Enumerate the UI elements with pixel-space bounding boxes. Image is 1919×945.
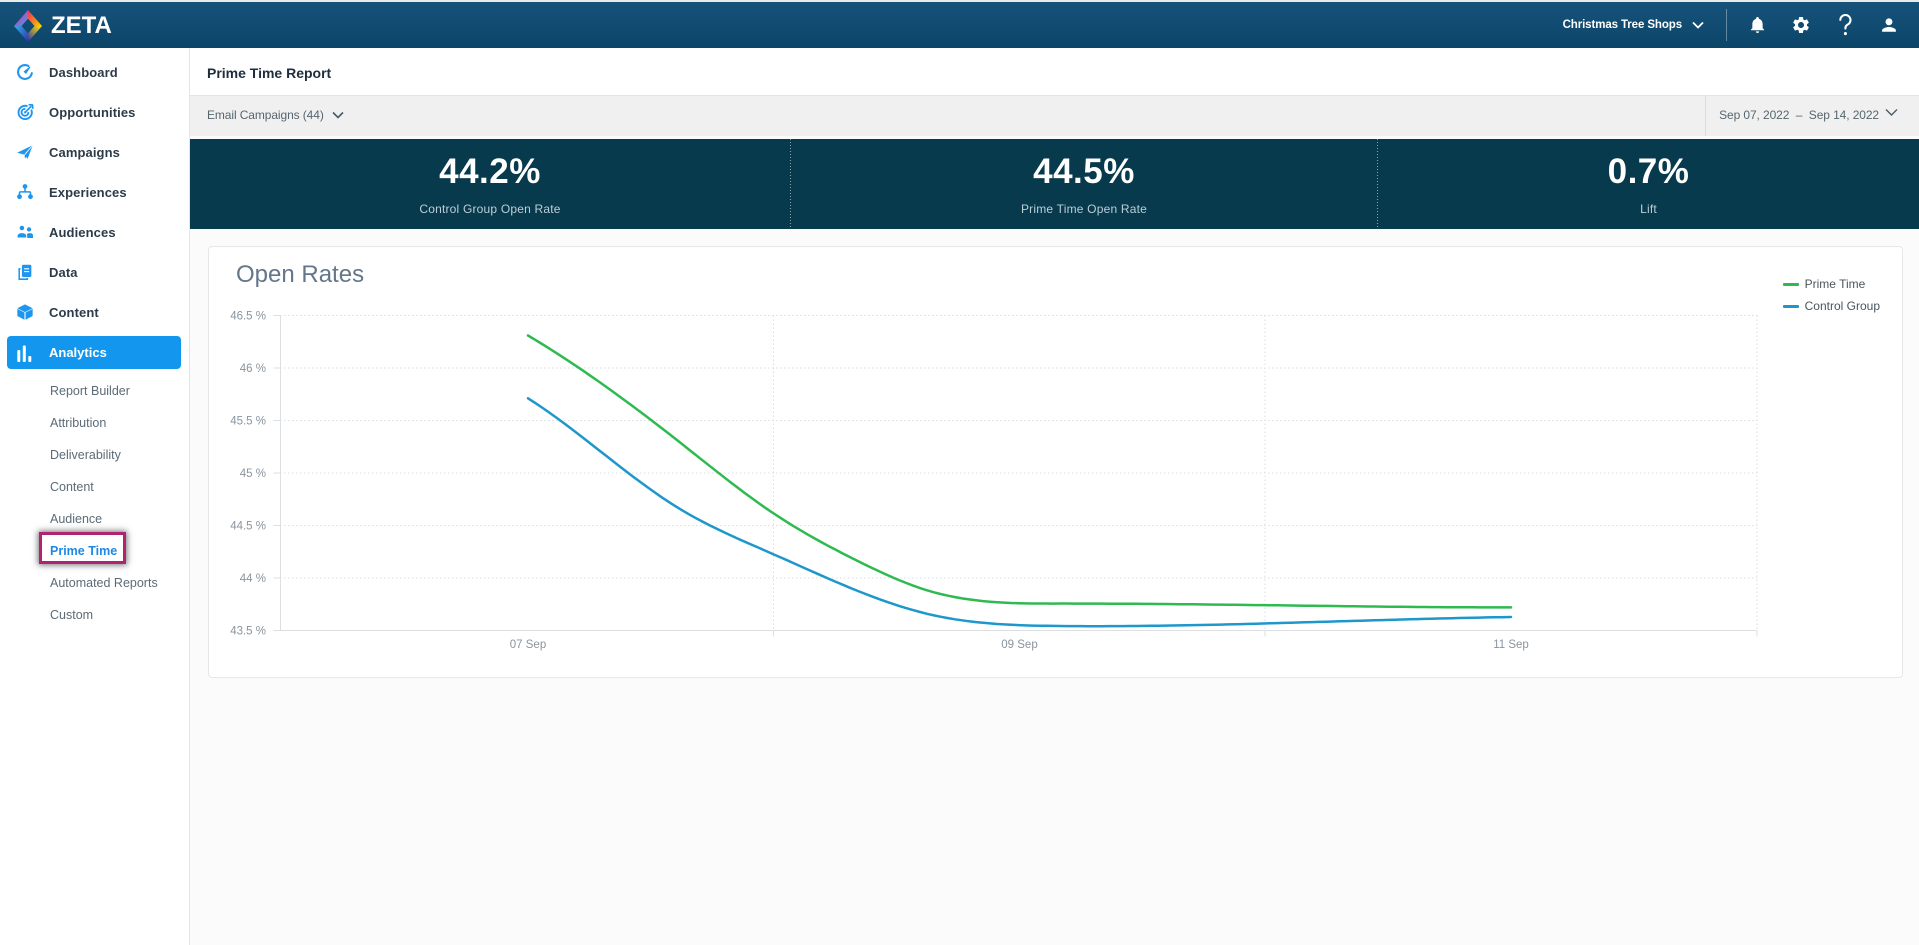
svg-text:11 Sep: 11 Sep <box>1493 639 1529 651</box>
svg-text:43.5 %: 43.5 % <box>230 626 266 638</box>
svg-text:44.5 %: 44.5 % <box>230 521 266 533</box>
svg-text:45.5 %: 45.5 % <box>230 416 266 428</box>
svg-text:45 %: 45 % <box>240 468 266 480</box>
svg-text:09 Sep: 09 Sep <box>1001 639 1037 651</box>
svg-text:07 Sep: 07 Sep <box>510 639 546 651</box>
svg-text:46 %: 46 % <box>240 363 266 375</box>
svg-text:46.5 %: 46.5 % <box>230 311 266 323</box>
svg-text:44 %: 44 % <box>240 573 266 585</box>
